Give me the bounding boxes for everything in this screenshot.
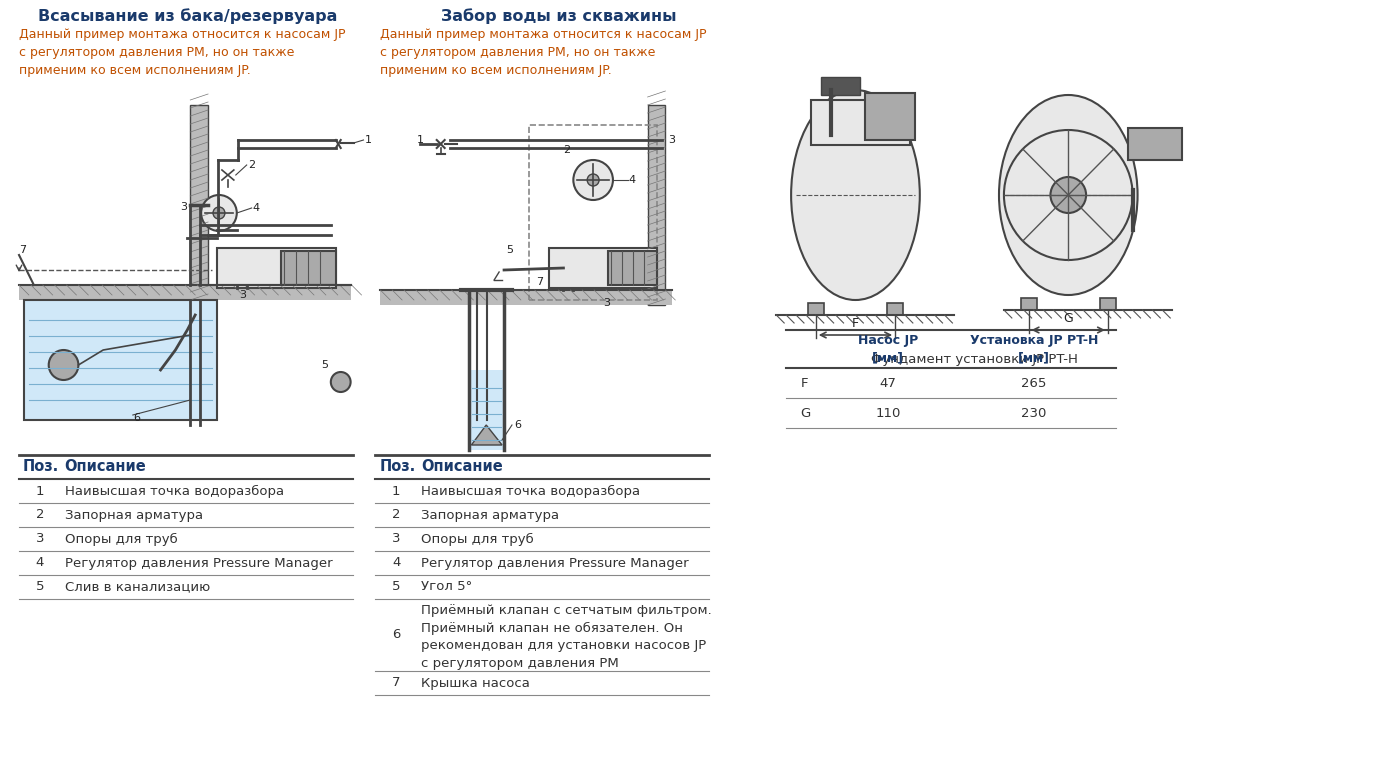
Text: G: G [800,406,810,420]
Bar [888,303,903,315]
Text: 3: 3 [181,202,188,212]
Text: Насос JP
[мм]: Насос JP [мм] [858,334,918,364]
Text: 7: 7 [536,277,543,287]
Text: Угол 5°: Угол 5° [421,581,472,594]
Text: F: F [851,317,858,330]
Text: 2: 2 [36,508,44,521]
Bar [529,125,657,300]
Bar [190,105,208,300]
Circle shape [49,350,78,380]
Text: Регулятор давления Pressure Manager: Регулятор давления Pressure Manager [421,556,689,569]
Polygon shape [471,425,501,445]
Ellipse shape [999,95,1138,295]
Text: Поз.: Поз. [24,459,60,474]
Text: Наивысшая точка водоразбора: Наивысшая точка водоразбора [421,485,640,498]
FancyBboxPatch shape [1128,128,1182,160]
Text: 4: 4 [392,556,400,569]
Bar [19,285,350,300]
Text: 4: 4 [36,556,44,569]
Text: 47: 47 [879,376,896,389]
Bar [24,300,217,420]
Text: Данный пример монтажа относится к насосам JP
с регулятором давления РМ, но он та: Данный пример монтажа относится к насоса… [381,28,707,77]
Circle shape [213,207,225,219]
Text: 2: 2 [564,145,571,155]
Text: 110: 110 [875,406,901,420]
Circle shape [201,195,236,231]
Text: 1: 1 [364,135,371,145]
Text: 1: 1 [36,485,44,498]
Text: Забор воды из скважины: Забор воды из скважины [440,8,676,24]
Text: Запорная арматура: Запорная арматура [64,508,203,521]
Text: Установка JP PT-H
[мм]: Установка JP PT-H [мм] [970,334,1099,364]
Text: Всасывание из бака/резервуара: Всасывание из бака/резервуара [38,8,338,24]
Circle shape [574,160,613,200]
Text: Регулятор давления Pressure Manager: Регулятор давления Pressure Manager [64,556,332,569]
Circle shape [331,372,350,392]
Bar [1100,298,1115,310]
Bar [471,370,503,450]
Text: 7: 7 [19,245,26,255]
Text: Наивысшая точка водоразбора: Наивысшая точка водоразбора [64,485,283,498]
Text: 3: 3 [36,533,44,546]
Text: 3: 3 [392,533,400,546]
Text: Слив в канализацию: Слив в канализацию [64,581,210,594]
FancyBboxPatch shape [549,248,657,288]
Text: 5: 5 [392,581,400,594]
Text: Описание: Описание [64,459,146,474]
Bar [647,105,665,305]
Text: 3: 3 [239,290,246,300]
Text: 1: 1 [417,135,424,145]
Text: 7: 7 [392,677,400,690]
Text: Описание: Описание [421,459,503,474]
FancyBboxPatch shape [608,251,657,285]
Text: 4: 4 [629,175,636,185]
Text: 4: 4 [253,203,260,213]
Ellipse shape [792,90,920,300]
Text: 230: 230 [1021,406,1047,420]
Text: Опоры для труб: Опоры для труб [421,533,533,546]
Text: 5: 5 [506,245,513,255]
Bar [808,303,824,315]
Text: 3: 3 [603,298,610,308]
Text: 265: 265 [1021,376,1047,389]
FancyBboxPatch shape [865,93,915,140]
FancyBboxPatch shape [282,251,336,285]
Text: 6: 6 [392,629,400,642]
Text: Крышка насоса: Крышка насоса [421,677,529,690]
Text: 3: 3 [668,135,675,145]
Text: Опоры для труб: Опоры для труб [64,533,178,546]
Text: G: G [1064,312,1074,325]
Text: Запорная арматура: Запорная арматура [421,508,558,521]
Text: Фундамент установки JP PT-H: Фундамент установки JP PT-H [871,353,1078,366]
FancyBboxPatch shape [811,100,910,145]
FancyBboxPatch shape [821,77,860,95]
Circle shape [1050,177,1086,213]
Text: Данный пример монтажа относится к насосам JP
с регулятором давления РМ, но он та: Данный пример монтажа относится к насоса… [19,28,346,77]
Text: F: F [801,376,808,389]
Text: 1: 1 [392,485,400,498]
Text: 2: 2 [247,160,254,170]
Bar [1021,298,1036,310]
FancyBboxPatch shape [217,248,336,288]
Text: 2: 2 [392,508,400,521]
Text: 5: 5 [321,360,328,370]
Circle shape [588,174,599,186]
Text: 6: 6 [514,420,521,430]
Text: 5: 5 [36,581,44,594]
Bar [381,290,672,305]
Text: Поз.: Поз. [379,459,415,474]
Text: Приёмный клапан с сетчатым фильтром.
Приёмный клапан не обязателен. Он
рекомендо: Приёмный клапан с сетчатым фильтром. При… [421,604,711,670]
Text: 6: 6 [133,413,140,423]
